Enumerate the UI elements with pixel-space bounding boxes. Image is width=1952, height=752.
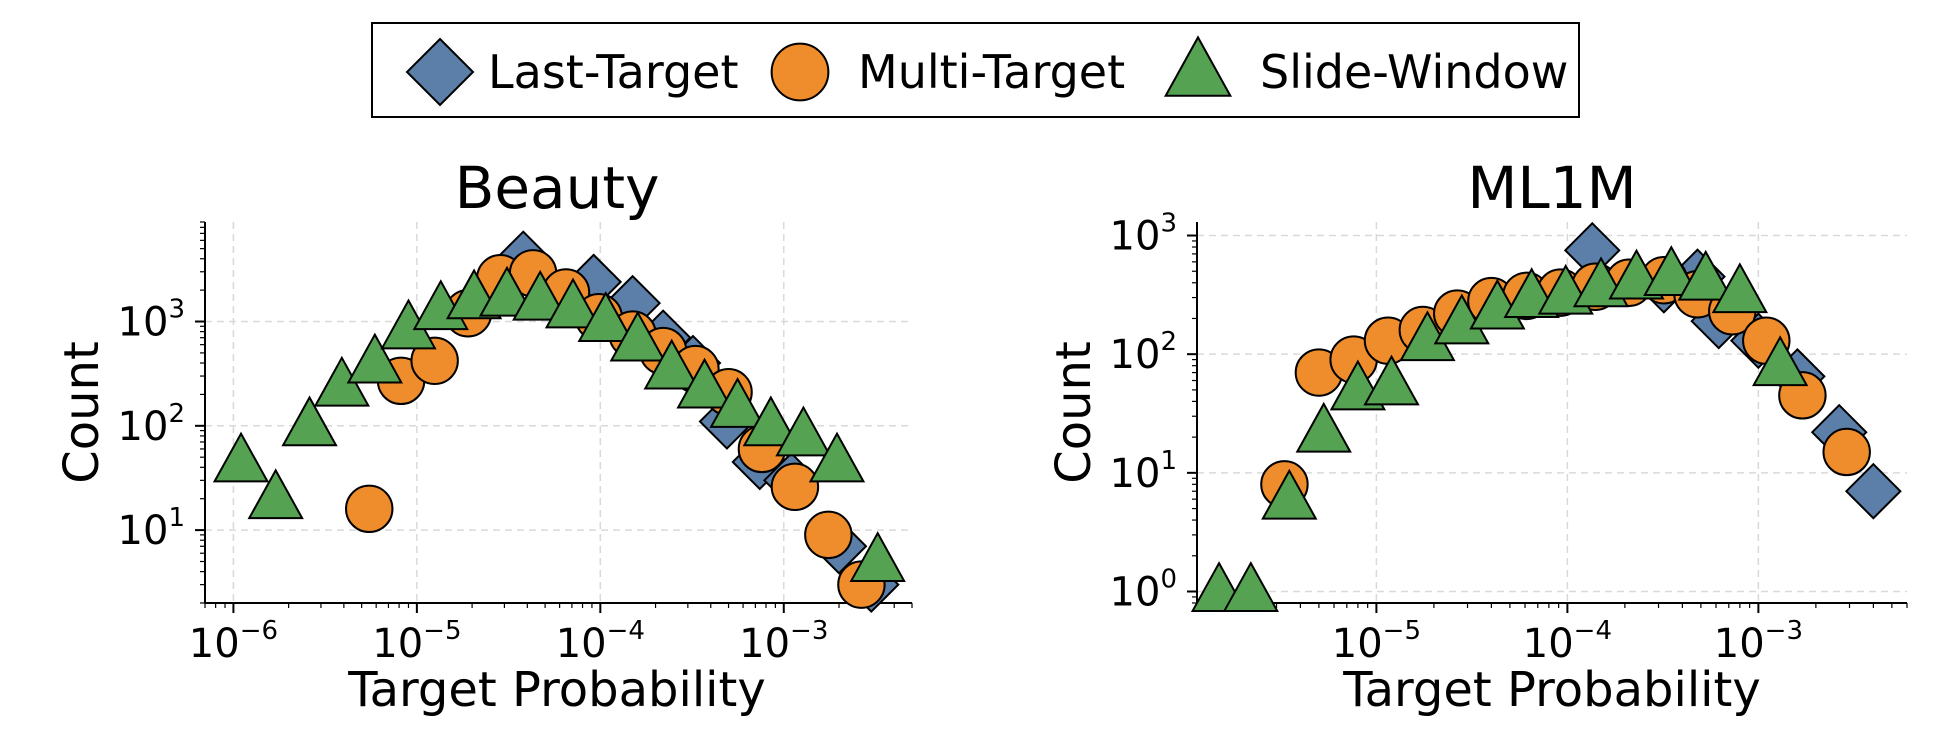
legend-entry-slide-window: Slide-Window bbox=[1163, 35, 1568, 99]
legend: Last-Target Multi-Target Slide-Window bbox=[371, 22, 1580, 118]
tick-label: 10−4 bbox=[1523, 616, 1612, 667]
legend-entry-last-target: Last-Target bbox=[405, 37, 739, 107]
data-point-slide-window bbox=[808, 431, 866, 483]
legend-marker-circle-icon bbox=[770, 42, 830, 102]
tick-label: 10−5 bbox=[372, 616, 461, 667]
chart-title: Beauty bbox=[455, 154, 660, 222]
ticks bbox=[1187, 234, 1908, 613]
tick-label: 103 bbox=[1110, 209, 1177, 260]
legend-label: Slide-Window bbox=[1260, 45, 1568, 99]
chart-panel-beauty: 10−6 10−5 10−4 10−3 101 102 103 Beauty Target Pr… bbox=[54, 154, 913, 718]
legend-entry-multi-target: Multi-Target bbox=[770, 42, 1125, 102]
data-point-multi-target bbox=[1822, 427, 1871, 477]
tick-label: 10−5 bbox=[1332, 616, 1421, 667]
data-point-slide-window bbox=[742, 395, 799, 447]
series-slide-window bbox=[212, 265, 906, 582]
data-point-multi-target bbox=[770, 462, 820, 512]
tick-label: 101 bbox=[118, 503, 185, 554]
x-axis-label: Target Probability bbox=[1342, 662, 1761, 718]
chart-title: ML1M bbox=[1467, 154, 1636, 222]
legend-box bbox=[371, 22, 1580, 118]
legend-label: Last-Target bbox=[488, 45, 739, 99]
tick-label: 10−4 bbox=[556, 616, 645, 667]
data-point-slide-window bbox=[1643, 245, 1700, 296]
tick-label: 10−3 bbox=[739, 616, 828, 667]
data-point-last-target bbox=[1844, 462, 1902, 520]
series-last-target bbox=[494, 230, 900, 614]
data-point-slide-window bbox=[1222, 561, 1279, 612]
data-point-slide-window bbox=[577, 291, 634, 342]
data-point-slide-window bbox=[849, 531, 906, 582]
data-point-slide-window bbox=[544, 277, 602, 329]
tick-label: 10−3 bbox=[1714, 616, 1803, 667]
legend-marker-triangle-icon bbox=[1163, 35, 1233, 97]
data-point-slide-window bbox=[775, 405, 832, 457]
data-point-slide-window bbox=[1295, 401, 1352, 453]
data-point-slide-window bbox=[676, 357, 733, 409]
data-point-slide-window bbox=[609, 310, 666, 362]
data-point-slide-window bbox=[1261, 468, 1318, 520]
data-point-slide-window bbox=[247, 468, 304, 520]
data-point-slide-window bbox=[346, 332, 403, 384]
series-slide-window bbox=[1190, 245, 1809, 612]
tick-label: 102 bbox=[118, 399, 185, 450]
data-point-slide-window bbox=[212, 431, 270, 483]
legend-label: Multi-Target bbox=[858, 45, 1125, 99]
y-axis-label: Count bbox=[1046, 341, 1102, 484]
data-point-slide-window bbox=[709, 377, 766, 428]
data-point-slide-window bbox=[281, 395, 338, 447]
data-point-slide-window bbox=[1677, 249, 1734, 301]
y-axis-label: Count bbox=[54, 341, 110, 484]
data-point-slide-window bbox=[1751, 335, 1809, 387]
tick-label: 103 bbox=[118, 295, 185, 346]
tick-label: 102 bbox=[1110, 327, 1177, 378]
data-point-multi-target bbox=[804, 510, 853, 560]
data-point-slide-window bbox=[1363, 354, 1420, 406]
data-point-multi-target bbox=[345, 484, 394, 534]
tick-label: 100 bbox=[1110, 565, 1177, 616]
tick-label: 10−6 bbox=[189, 616, 278, 667]
tick-label: 101 bbox=[1110, 446, 1177, 497]
data-point-slide-window bbox=[643, 338, 700, 390]
x-axis-label: Target Probability bbox=[347, 662, 766, 718]
chart-panel-ml1m: 10−5 10−4 10−3 100 101 102 103 ML1M Target Proba… bbox=[1046, 154, 1908, 718]
legend-marker-diamond-icon bbox=[405, 37, 475, 107]
data-point-slide-window bbox=[512, 269, 569, 321]
data-point-slide-window bbox=[1711, 262, 1769, 314]
data-point-slide-window bbox=[478, 265, 536, 317]
